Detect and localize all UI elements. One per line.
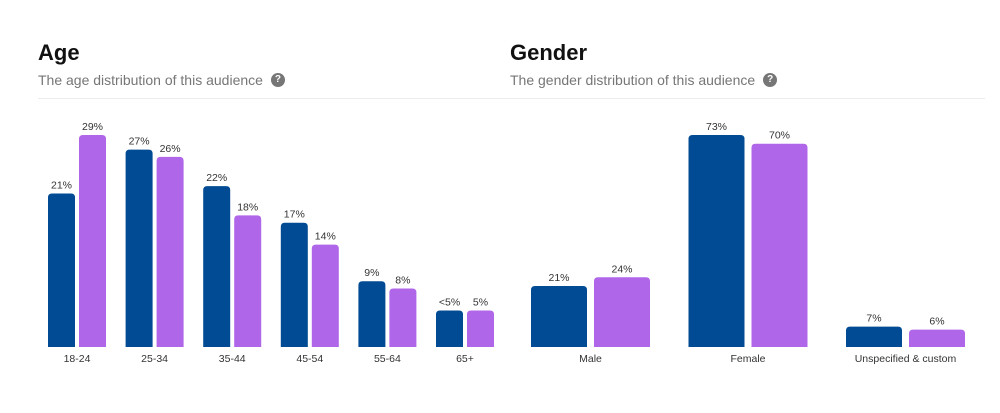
bar-male-series-1[interactable] <box>531 286 587 347</box>
gender-chart: 21% 24% Male 73% 70% Female 7% 6% Unspecified & … <box>531 121 965 365</box>
bar-35-44-series-2[interactable] <box>234 215 262 347</box>
bar-45-54-series-1[interactable] <box>280 222 308 347</box>
gender-divider <box>505 98 985 99</box>
gender-title: Gender <box>510 40 588 65</box>
data-label: 7% <box>866 313 881 325</box>
data-label: 21% <box>548 272 569 284</box>
data-label: 21% <box>51 179 72 191</box>
age-divider <box>38 98 510 99</box>
bar-female-series-1[interactable] <box>688 135 745 347</box>
data-label: 5% <box>473 296 488 308</box>
age-subtitle-row: The age distribution of this audience ? <box>38 72 285 88</box>
data-label: 9% <box>364 267 379 279</box>
x-tick-label: 45-54 <box>296 353 323 365</box>
data-label: 17% <box>284 209 305 221</box>
bar-18-24-series-2[interactable] <box>79 135 106 347</box>
data-label: 27% <box>129 136 150 148</box>
data-label: 8% <box>395 275 410 287</box>
x-tick-label: 18-24 <box>64 353 91 365</box>
bar-25-34-series-1[interactable] <box>125 149 153 347</box>
x-tick-label: 55-64 <box>374 353 401 365</box>
age-subtitle: The age distribution of this audience <box>38 72 263 88</box>
x-tick-label: Unspecified & custom <box>855 353 957 365</box>
bar-55-64-series-2[interactable] <box>389 288 417 347</box>
data-label: 29% <box>82 121 103 133</box>
gender-subtitle: The gender distribution of this audience <box>510 72 756 88</box>
data-label: 22% <box>206 172 227 184</box>
data-label: 70% <box>769 130 790 142</box>
bar-35-44-series-1[interactable] <box>203 186 231 347</box>
question-icon[interactable]: ? <box>763 73 778 87</box>
x-tick-label: 65+ <box>456 353 474 365</box>
bar-25-34-series-2[interactable] <box>156 156 184 347</box>
x-tick-label: 25-34 <box>141 353 168 365</box>
x-tick-label: Male <box>579 353 602 365</box>
data-label: 18% <box>237 201 258 213</box>
x-tick-label: 35-44 <box>219 353 246 365</box>
bar-male-series-2[interactable] <box>594 277 650 347</box>
bar-45-54-series-2[interactable] <box>311 244 339 347</box>
data-label: 6% <box>929 316 944 328</box>
bar-female-series-2[interactable] <box>751 143 808 347</box>
bar-unspecified-custom-series-2[interactable] <box>909 329 965 347</box>
bar-65--series-2[interactable] <box>467 310 494 347</box>
question-icon[interactable]: ? <box>270 73 285 87</box>
age-chart: 21% 29% 18-24 27% 26% 25-34 22% 18% 35-44 17% 14% 4… <box>48 121 494 365</box>
bar-18-24-series-1[interactable] <box>48 193 75 347</box>
age-title: Age <box>38 40 80 65</box>
data-label: 14% <box>315 231 336 243</box>
data-label: 26% <box>160 143 181 155</box>
data-label: <5% <box>439 296 460 308</box>
gender-subtitle-row: The gender distribution of this audience… <box>510 72 778 88</box>
bar-65--series-1[interactable] <box>436 310 463 347</box>
data-label: 24% <box>611 263 632 275</box>
bar-55-64-series-1[interactable] <box>358 281 386 347</box>
data-label: 73% <box>706 121 727 133</box>
bar-unspecified-custom-series-1[interactable] <box>846 326 902 347</box>
x-tick-label: Female <box>730 353 765 365</box>
